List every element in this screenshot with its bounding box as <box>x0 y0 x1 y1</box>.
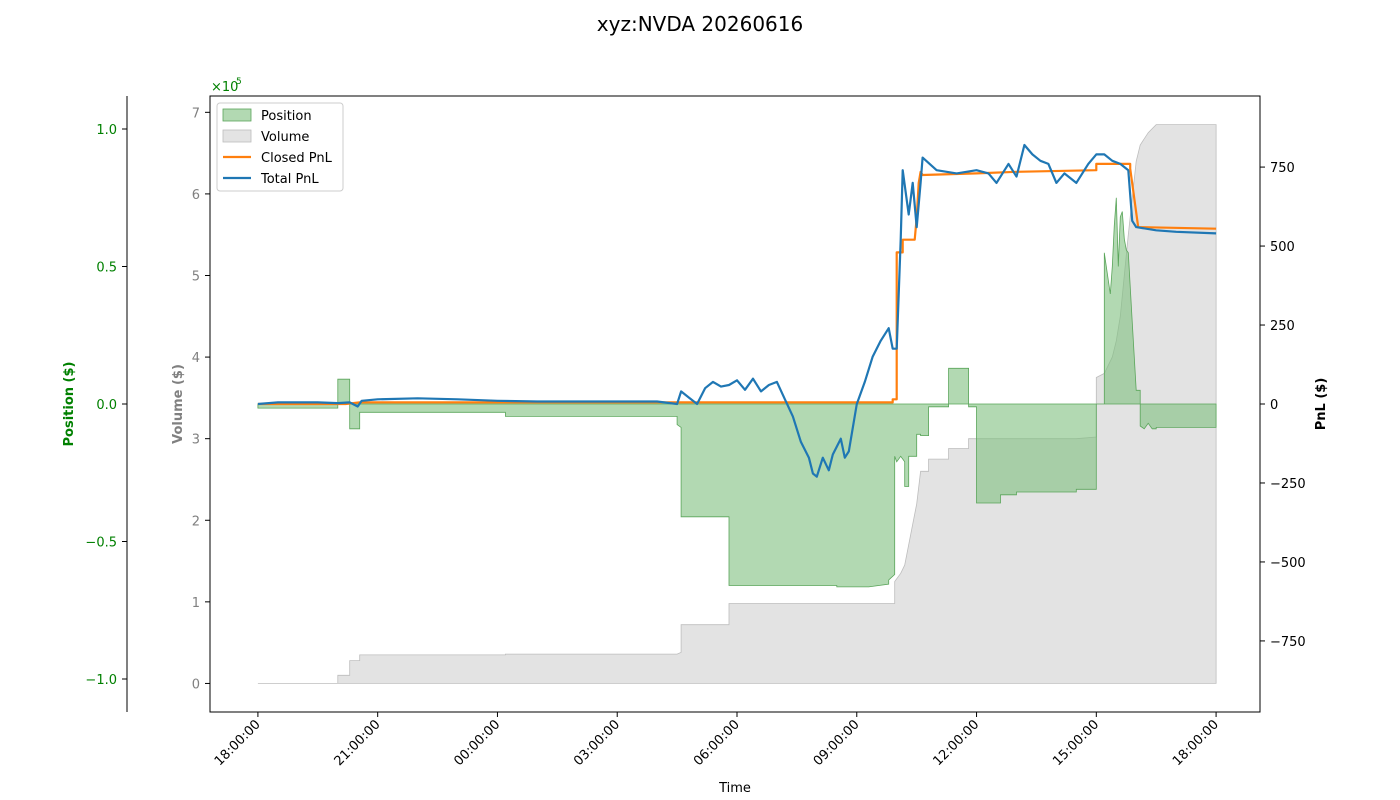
series-volume-area <box>257 124 1217 684</box>
x-tick-label: 00:00:00 <box>451 717 503 769</box>
pnl-tick-label: −250 <box>1270 477 1306 492</box>
pnl-tick-label: 500 <box>1270 240 1295 255</box>
x-tick-label: 21:00:00 <box>332 717 384 769</box>
pnl-tick-label: 750 <box>1270 161 1295 176</box>
fill-layer <box>257 124 1217 684</box>
series-closed-pnl-line <box>257 162 1217 406</box>
legend-label-volume: Volume <box>261 130 309 145</box>
position-tick-label: −1.0 <box>85 673 117 688</box>
volume-tick-label: 4 <box>192 351 200 366</box>
x-axis-label: Time <box>718 781 751 796</box>
x-tick-label: 12:00:00 <box>930 717 982 769</box>
volume-multiplier-exponent: 5 <box>236 77 242 87</box>
volume-tick-label: 1 <box>192 596 200 611</box>
x-tick-label: 18:00:00 <box>212 717 264 769</box>
volume-tick-label: 6 <box>192 188 200 203</box>
volume-tick-label: 3 <box>192 433 200 448</box>
pnl-tick-label: 250 <box>1270 319 1295 334</box>
legend-label-total-pnl: Total PnL <box>260 172 319 187</box>
pnl-tick-label: 0 <box>1270 398 1278 413</box>
volume-tick-label: 2 <box>192 514 200 529</box>
legend-label-closed-pnl: Closed PnL <box>261 151 333 166</box>
legend-box <box>216 102 344 192</box>
position-axis-label: Position ($) <box>62 362 77 447</box>
volume-tick-label: 7 <box>192 106 200 121</box>
x-tick-label: 03:00:00 <box>571 717 623 769</box>
x-tick-label: 18:00:00 <box>1170 717 1222 769</box>
series-total-pnl-line <box>257 143 1217 478</box>
chart-title: xyz:NVDA 20260616 <box>596 12 804 36</box>
x-tick-label: 06:00:00 <box>691 717 743 769</box>
x-tick-label: 15:00:00 <box>1050 717 1102 769</box>
position-tick-label: 0.5 <box>96 261 117 276</box>
legend-swatch-position <box>222 108 252 122</box>
pnl-axis-label: PnL ($) <box>1314 378 1329 431</box>
volume-axis-label: Volume ($) <box>171 364 186 444</box>
legend-swatch-volume <box>222 129 252 143</box>
pnl-tick-label: −500 <box>1270 556 1306 571</box>
position-tick-label: 0.0 <box>96 398 117 413</box>
series-position-area <box>257 197 1217 588</box>
volume-tick-label: 0 <box>192 677 200 692</box>
legend-label-position: Position <box>261 109 312 124</box>
position-tick-label: −0.5 <box>85 536 117 551</box>
volume-tick-label: 5 <box>192 269 200 284</box>
pnl-tick-label: −750 <box>1270 635 1306 650</box>
position-tick-label: 1.0 <box>96 123 117 138</box>
legend: Position Volume Closed PnL Total PnL <box>216 102 344 192</box>
line-layer <box>257 143 1217 478</box>
volume-multiplier: ×10 <box>211 80 238 95</box>
x-tick-label: 09:00:00 <box>811 717 863 769</box>
